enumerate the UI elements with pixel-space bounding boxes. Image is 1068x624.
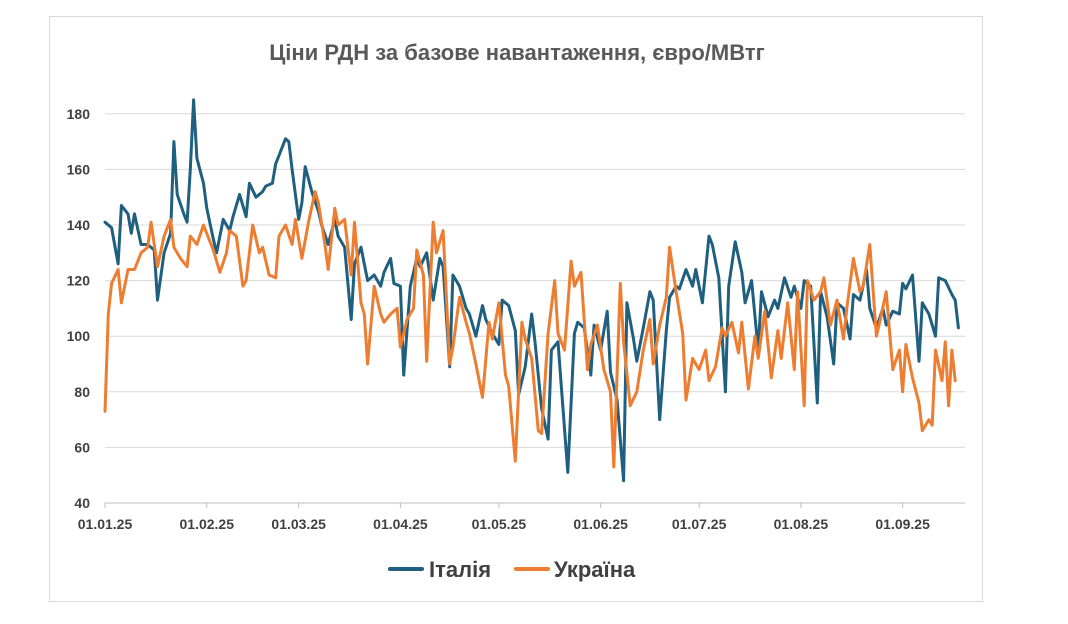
x-tick-label: 01.01.25 (78, 516, 133, 532)
x-axis-ticks: 01.01.25 01.02.25 01.03.25 01.04.25 01.05.25… (78, 503, 930, 532)
y-tick-label: 120 (67, 273, 91, 289)
legend: Італія Україна (388, 557, 636, 582)
line-chart: Ціни РДН за базове навантаження, євро/МВ… (67, 40, 965, 582)
series-line-italy (103, 98, 960, 483)
x-tick-label: 01.03.25 (271, 516, 326, 532)
series-lines (103, 98, 960, 483)
y-tick-label: 60 (74, 439, 90, 455)
x-tick-label: 01.02.25 (180, 516, 235, 532)
chart-frame: Ціни РДН за базове навантаження, євро/МВ… (49, 16, 983, 602)
y-axis-ticks: 40 60 80 100 120 140 160 180 (67, 106, 91, 511)
y-tick-label: 100 (67, 328, 91, 344)
chart-title: Ціни РДН за базове навантаження, євро/МВ… (269, 40, 765, 65)
y-tick-label: 40 (74, 495, 90, 511)
x-tick-label: 01.07.25 (672, 516, 727, 532)
x-tick-label: 01.05.25 (472, 516, 527, 532)
x-tick-label: 01.04.25 (373, 516, 428, 532)
series-line-ukraine (103, 190, 957, 469)
x-tick-label: 01.08.25 (774, 516, 829, 532)
legend-label: Україна (554, 557, 636, 582)
y-tick-label: 160 (67, 161, 91, 177)
x-tick-label: 01.06.25 (573, 516, 628, 532)
x-tick-label: 01.09.25 (875, 516, 930, 532)
legend-label: Італія (429, 557, 491, 582)
y-tick-label: 140 (67, 217, 91, 233)
y-tick-label: 180 (67, 106, 91, 122)
y-tick-label: 80 (74, 384, 90, 400)
